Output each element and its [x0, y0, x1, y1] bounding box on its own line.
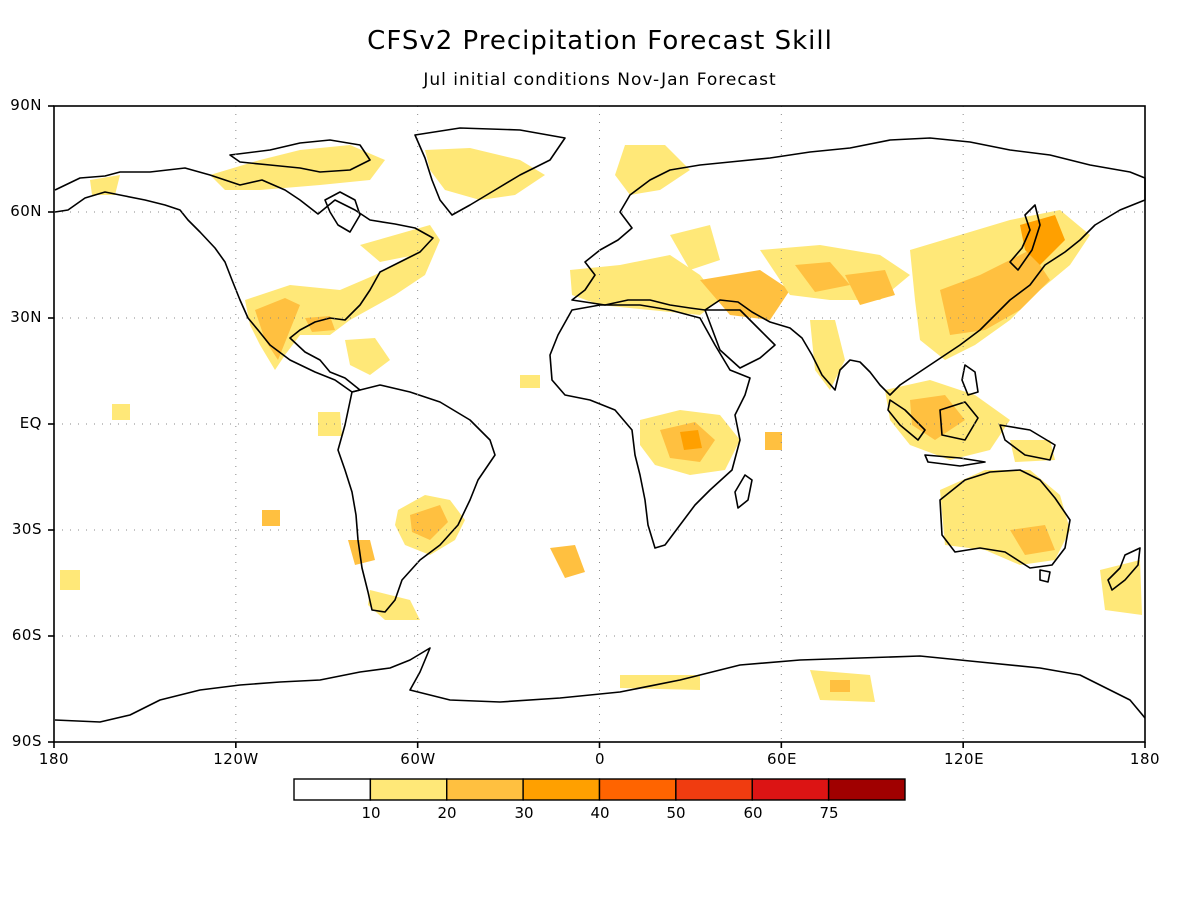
skill-region-india: [810, 320, 845, 390]
coastline-africa: [549, 304, 751, 549]
lon-label-0: 0: [594, 750, 606, 768]
colorbar-swatch: [827, 778, 906, 801]
coastline-madagascar: [734, 474, 753, 509]
skill-region-usa: [245, 240, 440, 370]
coastline-arctic-islands: [229, 139, 371, 173]
skill-region-africa-peak: [680, 430, 702, 450]
coastline-eurasia: [571, 137, 1146, 396]
skill-region-central-asia-core: [795, 262, 850, 292]
coastline-new-zealand: [1107, 547, 1141, 591]
skill-region-eastern-europe: [670, 225, 720, 270]
coastline-australia: [939, 469, 1071, 569]
coastline-sumatra: [887, 399, 926, 441]
colorbar-label-20: 20: [437, 804, 457, 822]
colorbar-swatch: [522, 778, 601, 801]
skill-region-s-indian: [60, 570, 80, 590]
skill-region-pacific-east: [1010, 440, 1055, 462]
skill-region-east-asia-core: [940, 250, 1050, 335]
colorbar-swatch: [675, 778, 753, 801]
colorbar-label-50: 50: [666, 804, 686, 822]
lat-label-60n: 60N: [10, 202, 42, 220]
skill-region-west-africa: [520, 375, 540, 388]
skill-region-usa-core: [255, 298, 300, 360]
coastline-hudson-bay: [324, 191, 361, 233]
colorbar-swatch: [369, 778, 448, 801]
skill-region-caribbean: [345, 338, 390, 375]
colorbar-swatch: [598, 778, 677, 801]
skill-region-alaska: [90, 175, 120, 195]
lon-label-180e: 180: [1129, 750, 1161, 768]
colorbar-swatch: [446, 778, 524, 801]
skill-region-mediterranean: [570, 255, 720, 315]
skill-region-middle-east: [700, 270, 790, 320]
coastline-arabia: [704, 309, 776, 369]
skill-region-antarctic-b-core: [830, 680, 850, 692]
coastline-philippines: [961, 364, 979, 396]
skill-region-canada-east: [360, 225, 440, 262]
skill-shading: [60, 145, 1142, 702]
lon-label-120e: 120E: [943, 750, 985, 768]
coastline-new-guinea: [999, 424, 1056, 461]
skill-region-chile: [348, 540, 375, 565]
skill-region-australia-core: [1010, 525, 1055, 555]
skill-region-tibet: [845, 270, 895, 305]
skill-region-south-america-core: [410, 505, 448, 540]
skill-region-pacific-spot: [112, 404, 130, 420]
colorbar-label-30: 30: [514, 804, 534, 822]
colorbar-label-60: 60: [743, 804, 763, 822]
lon-label-60e: 60E: [766, 750, 798, 768]
skill-region-gulf: [305, 316, 335, 332]
colorbar: [293, 778, 906, 801]
lat-label-30n: 30N: [10, 308, 42, 326]
coastlines: [54, 127, 1146, 723]
colorbar-swatch: [751, 778, 830, 801]
lat-label-90n: 90N: [10, 96, 42, 114]
skill-region-madagascar-sea: [765, 432, 782, 450]
frame-ticks: [48, 105, 1146, 748]
coastline-north-america: [54, 167, 434, 393]
skill-region-s-pacific: [262, 510, 280, 526]
map-subtitle: Jul initial conditions Nov-Jan Forecast: [423, 70, 777, 90]
colorbar-label-10: 10: [361, 804, 381, 822]
skill-region-nz: [1100, 560, 1142, 615]
coastline-java: [924, 454, 986, 467]
skill-region-pacific-spot2: [318, 412, 342, 436]
skill-region-scandinavia: [615, 145, 690, 195]
lat-label-30s: 30S: [11, 520, 42, 538]
skill-region-greenland: [425, 148, 545, 200]
lat-label-60s: 60S: [11, 626, 42, 644]
colorbar-swatch: [293, 778, 372, 801]
coastline-antarctica: [54, 647, 1146, 723]
colorbar-label-75: 75: [819, 804, 839, 822]
map-title: CFSv2 Precipitation Forecast Skill: [367, 26, 833, 56]
colorbar-label-40: 40: [590, 804, 610, 822]
skill-region-japan: [1020, 215, 1065, 265]
skill-region-patagonia: [368, 590, 420, 620]
skill-region-antarctic-a: [620, 675, 700, 690]
lon-label-180w: 180: [38, 750, 70, 768]
lon-label-60w: 60W: [400, 750, 436, 768]
coastline-south-america: [337, 384, 496, 613]
lon-label-120w: 120W: [213, 750, 259, 768]
lat-label-90s: 90S: [11, 732, 42, 750]
coastline-borneo: [939, 401, 979, 441]
coastline-tasmania: [1039, 569, 1051, 583]
coastline-greenland: [414, 127, 566, 216]
lat-label-eq: EQ: [19, 414, 42, 432]
skill-region-s-atlantic: [550, 545, 585, 578]
coastline-japan: [1009, 204, 1041, 271]
